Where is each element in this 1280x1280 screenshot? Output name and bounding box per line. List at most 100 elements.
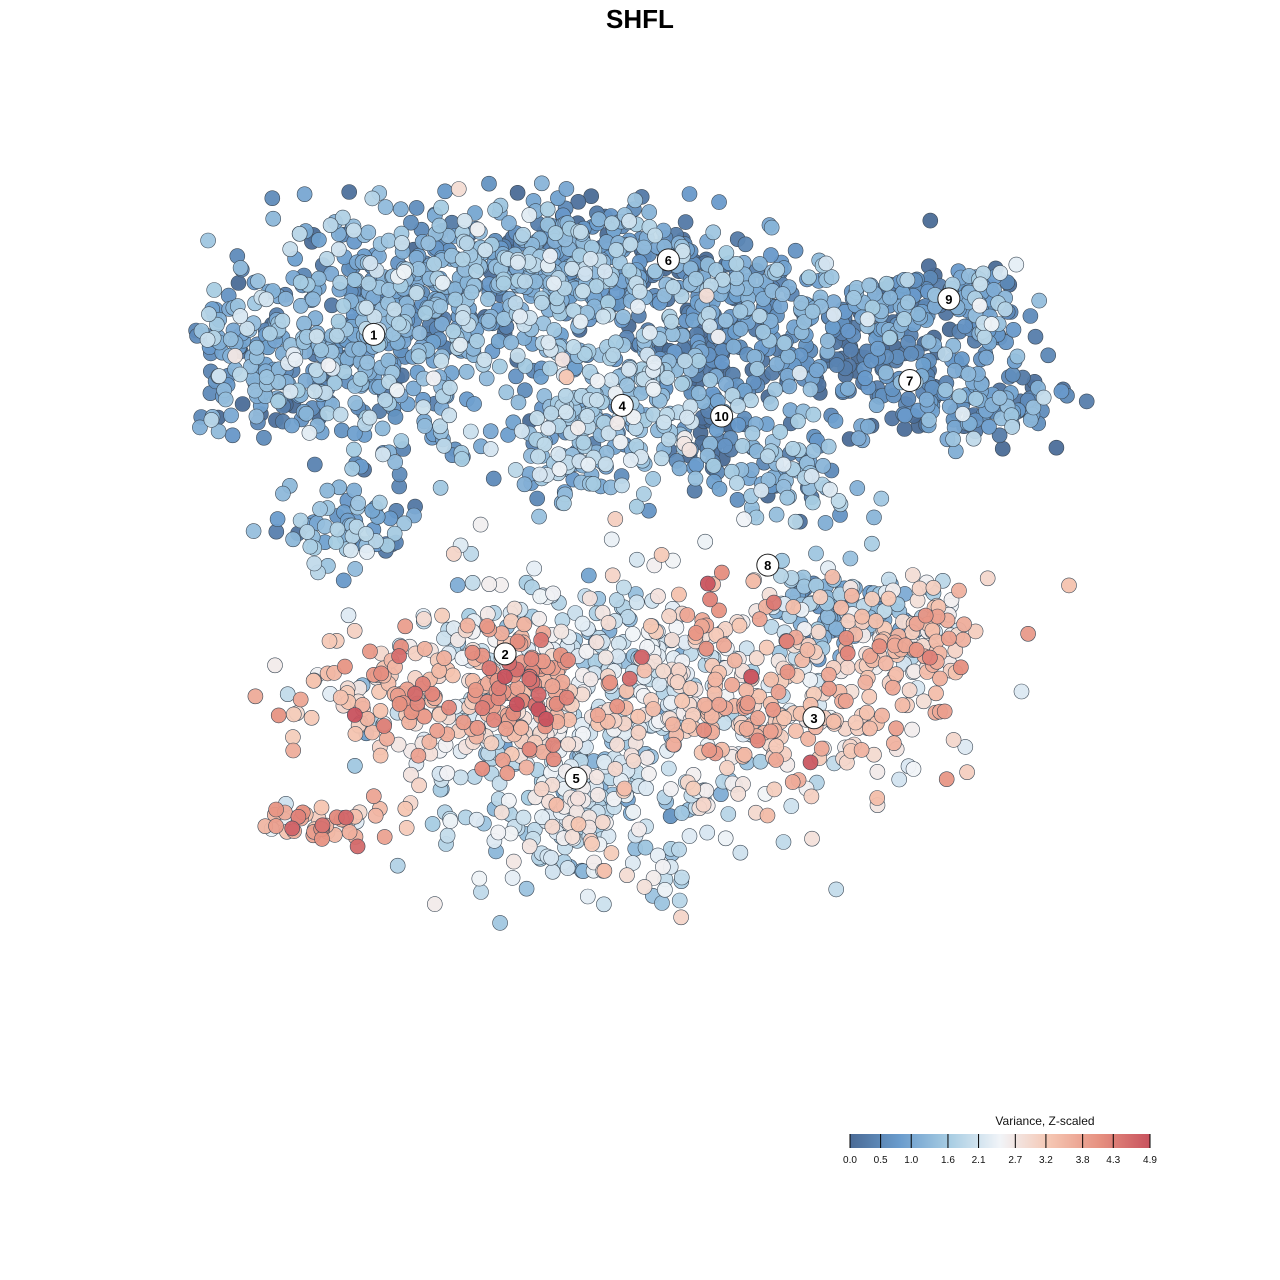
cell-point-cluster-7 (702, 372, 718, 388)
cell-point-cluster-2 (270, 707, 287, 724)
cluster-label-2: 2 (493, 642, 517, 666)
cell-point-cluster-7 (1035, 389, 1052, 406)
cell-point-cluster-5 (731, 617, 748, 634)
cell-point-cluster-1 (192, 419, 208, 436)
cell-point-cluster-5 (389, 857, 406, 874)
cell-point-cluster-5 (445, 545, 462, 562)
cell-point-cluster-5 (579, 888, 596, 905)
cell-point-cluster-1 (319, 405, 336, 422)
cell-point-cluster-2 (545, 736, 562, 753)
cell-point-cluster-3 (743, 668, 759, 685)
cell-point-cluster-2 (367, 807, 384, 824)
cell-point-cluster-1 (534, 294, 550, 311)
cell-point-cluster-7 (965, 430, 982, 447)
cell-point-cluster-3 (739, 695, 756, 711)
cell-point-cluster-5 (526, 560, 543, 577)
cell-point-cluster-1 (458, 363, 475, 380)
cell-point-cluster-6 (804, 303, 821, 320)
cell-point-cluster-2 (499, 765, 516, 782)
cell-point-cluster-3 (803, 788, 820, 805)
cell-point-cluster-7 (937, 382, 954, 398)
cell-point-cluster-3 (880, 590, 897, 607)
cluster-label-badge (564, 766, 588, 790)
cluster-label-1: 1 (362, 322, 386, 346)
cell-point-cluster-7 (749, 361, 766, 377)
cell-point-cluster-8 (768, 506, 785, 523)
cell-point-cluster-4 (588, 392, 605, 408)
cell-point-cluster-6 (539, 201, 556, 218)
cell-point-cluster-8 (729, 491, 746, 508)
cell-point-cluster-5 (637, 839, 654, 856)
cell-point-cluster-2 (498, 720, 514, 737)
cell-point-cluster-5 (515, 809, 532, 826)
cell-point-cluster-1 (312, 501, 328, 517)
cell-point-cluster-2 (391, 696, 408, 712)
cell-point-cluster-1 (282, 383, 299, 400)
cell-point-cluster-3 (726, 652, 743, 669)
cell-point-cluster-7 (828, 357, 845, 373)
cell-point-cluster-7 (981, 418, 997, 435)
cell-point-cluster-3 (853, 742, 870, 758)
cell-point-cluster-2 (303, 709, 320, 726)
cell-point-cluster-6 (437, 183, 453, 200)
cell-point-cluster-7 (951, 388, 968, 405)
cell-point-cluster-7 (819, 333, 836, 349)
cell-point-cluster-5 (590, 787, 606, 803)
cell-point-cluster-1 (346, 441, 362, 458)
cell-point-cluster-2 (469, 719, 486, 736)
cell-point-cluster-1 (296, 315, 312, 332)
cell-point-cluster-1 (491, 358, 508, 375)
legend-tick-label: 0.5 (874, 1155, 888, 1166)
cell-point-cluster-1 (565, 339, 582, 355)
cell-point-cluster-2 (509, 633, 526, 650)
cell-point-cluster-5 (717, 830, 734, 847)
cell-point-cluster-6 (575, 283, 591, 299)
legend-title: Variance, Z-scaled (995, 1114, 1095, 1128)
cell-point-cluster-5 (661, 608, 678, 625)
cell-point-cluster-1 (302, 538, 319, 555)
cell-point-cluster-6 (677, 214, 694, 230)
cell-point-cluster-1 (264, 190, 281, 206)
cell-point-cluster-4 (646, 354, 663, 371)
cluster-label-badge (493, 642, 517, 666)
cell-point-cluster-5 (471, 870, 488, 887)
cell-point-cluster-7 (863, 352, 880, 369)
cell-point-cluster-9 (983, 316, 1000, 332)
cell-point-cluster-9 (1022, 308, 1039, 324)
cell-point-cluster-10 (714, 354, 730, 371)
cell-point-cluster-7 (1004, 366, 1021, 383)
cell-point-cluster-5 (619, 867, 635, 884)
cell-point-cluster-3 (959, 764, 975, 781)
cell-point-cluster-4 (529, 410, 545, 427)
cell-point-cluster-1 (454, 310, 471, 326)
cell-point-cluster-8 (849, 480, 866, 496)
cell-point-cluster-9 (896, 311, 913, 327)
cell-point-cluster-4 (628, 498, 645, 515)
cell-point-cluster-2 (407, 685, 423, 702)
cell-point-cluster-1 (232, 308, 249, 324)
legend-tick-label: 2.7 (1008, 1155, 1022, 1166)
cell-point-cluster-7 (903, 345, 919, 362)
cell-point-cluster-5 (500, 792, 517, 809)
cell-point-cluster-1 (306, 555, 323, 572)
cell-point-cluster-1 (322, 217, 339, 233)
cell-point-cluster-4 (681, 442, 698, 458)
cell-point-cluster-6 (748, 272, 764, 288)
cell-point-cluster-1 (509, 347, 526, 364)
cell-point-cluster-5 (625, 753, 642, 769)
cell-point-cluster-8 (729, 475, 745, 491)
cell-point-cluster-5 (671, 892, 688, 909)
cell-point-cluster-1 (292, 297, 309, 314)
cell-point-cluster-8 (763, 395, 779, 412)
cell-point-cluster-1 (546, 275, 562, 292)
cell-point-cluster-2 (444, 667, 461, 684)
cell-point-cluster-2 (372, 703, 389, 719)
cell-point-cluster-1 (306, 383, 323, 400)
cell-point-cluster-3 (979, 570, 996, 587)
cell-point-cluster-5 (681, 828, 698, 844)
cell-point-cluster-3 (810, 624, 827, 640)
cell-point-cluster-3 (749, 732, 766, 749)
cell-point-cluster-5 (660, 760, 677, 777)
cluster-label-4: 4 (610, 393, 634, 417)
cell-point-cluster-4 (677, 353, 693, 369)
